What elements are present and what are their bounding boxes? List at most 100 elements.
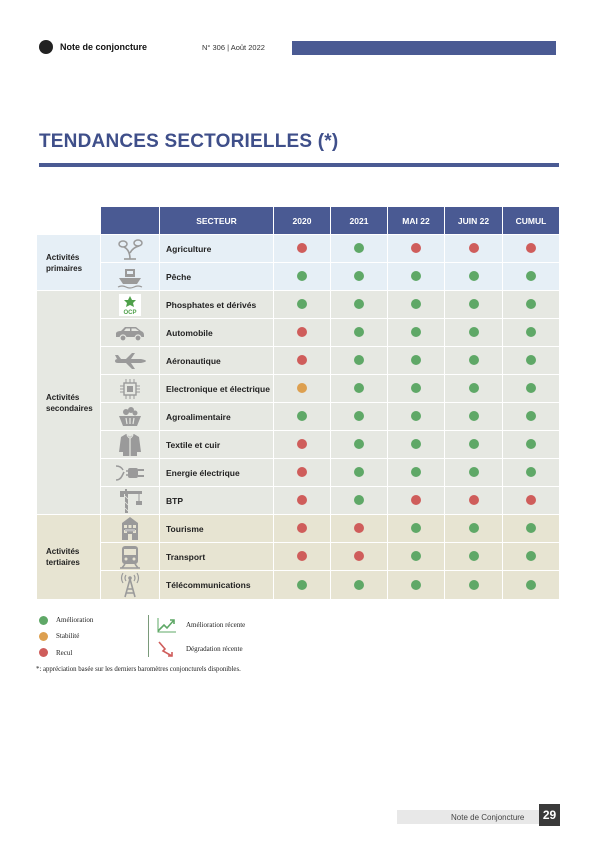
- status-dot-amelioration: [468, 355, 479, 366]
- sector-name: Télécommunications: [159, 570, 274, 600]
- footer-bar: [397, 810, 539, 824]
- status-dot-amelioration: [411, 579, 421, 590]
- status-dot-amelioration: [526, 467, 536, 478]
- cell-2020: [273, 290, 331, 319]
- hotel-icon: [100, 514, 160, 543]
- status-dot-recul: [354, 523, 364, 534]
- cell-cumul: [502, 290, 560, 319]
- cell-juin22: [444, 346, 503, 375]
- status-dot-recul: [297, 355, 307, 366]
- status-dot-amelioration: [526, 299, 536, 310]
- column-header-juin22: JUIN 22: [444, 206, 503, 235]
- cell-2020: [273, 402, 331, 431]
- status-dot-amelioration: [526, 411, 536, 422]
- status-dot-amelioration: [354, 495, 364, 506]
- header-bar: [292, 41, 556, 55]
- status-dot-amelioration: [297, 299, 307, 310]
- status-dot-amelioration: [468, 411, 479, 422]
- header-bullet-icon: [39, 40, 53, 54]
- status-dot-recul: [297, 523, 307, 534]
- table-row: Transport: [37, 542, 560, 571]
- status-dot-amelioration: [468, 271, 479, 282]
- cell-cumul: [502, 262, 560, 291]
- cell-2020: [273, 234, 331, 263]
- cell-juin22: [444, 290, 503, 319]
- cell-cumul: [502, 402, 560, 431]
- cell-2020: [273, 570, 331, 600]
- status-dot-amelioration: [354, 411, 364, 422]
- page-number: 29: [539, 804, 560, 826]
- cell-cumul: [502, 542, 560, 571]
- cell-2021: [330, 570, 388, 600]
- cell-cumul: [502, 234, 560, 263]
- cell-juin22: [444, 458, 503, 487]
- cell-cumul: [502, 458, 560, 487]
- cell-2021: [330, 430, 388, 459]
- cell-mai22: [387, 346, 445, 375]
- status-dot-amelioration: [411, 271, 421, 282]
- cell-cumul: [502, 318, 560, 347]
- cell-juin22: [444, 542, 503, 571]
- column-header-cumul: CUMUL: [502, 206, 560, 235]
- table-row: Automobile: [37, 318, 560, 347]
- cell-juin22: [444, 234, 503, 263]
- cell-2021: [330, 346, 388, 375]
- status-dot-amelioration: [468, 523, 479, 534]
- cell-juin22: [444, 514, 503, 543]
- cell-mai22: [387, 430, 445, 459]
- status-dot-amelioration: [411, 299, 421, 310]
- status-dot-recul: [297, 495, 307, 506]
- status-dot-amelioration: [526, 327, 536, 338]
- status-dot-recul: [297, 243, 307, 254]
- cell-juin22: [444, 262, 503, 291]
- status-dot-amelioration: [354, 355, 364, 366]
- table-row: Energie électrique: [37, 458, 560, 487]
- status-dot-amelioration: [468, 327, 479, 338]
- car-icon: [100, 318, 160, 347]
- sector-name: Agroalimentaire: [159, 402, 274, 431]
- trend-up-icon: [157, 618, 176, 633]
- cell-2020: [273, 262, 331, 291]
- sector-name: Energie électrique: [159, 458, 274, 487]
- publication-title: Note de conjoncture: [60, 42, 148, 52]
- cell-2021: [330, 262, 388, 291]
- table-row: Aéronautique: [37, 346, 560, 375]
- crane-icon: [100, 486, 160, 515]
- cell-mai22: [387, 570, 445, 600]
- status-dot-amelioration: [354, 299, 364, 310]
- sector-trends-table: SECTEUR 2020 2021 MAI 22 JUIN 22 CUMUL A…: [36, 206, 560, 600]
- status-dot-amelioration: [468, 439, 479, 450]
- sector-name: BTP: [159, 486, 274, 515]
- sector-name: Textile et cuir: [159, 430, 274, 459]
- status-dot-amelioration: [468, 551, 479, 562]
- cell-2021: [330, 374, 388, 403]
- cell-mai22: [387, 542, 445, 571]
- status-dot-amelioration: [411, 523, 421, 534]
- status-dot-amelioration: [526, 579, 536, 590]
- sector-name: Phosphates et dérivés: [159, 290, 274, 319]
- status-dot-amelioration: [354, 467, 364, 478]
- group-label: Activités tertiaires: [36, 514, 101, 600]
- legend-separator: [148, 615, 149, 657]
- cell-mai22: [387, 458, 445, 487]
- basket-icon: [100, 402, 160, 431]
- table-row: Activités tertiaires Tourisme: [36, 514, 560, 600]
- table-row: Agroalimentaire: [37, 402, 560, 431]
- jacket-icon: [100, 430, 160, 459]
- status-dot-amelioration: [297, 411, 307, 422]
- sector-name: Aéronautique: [159, 346, 274, 375]
- table-row: Activités secondaires OCP Phosphates et dé…: [36, 290, 560, 515]
- svg-text:OCP: OCP: [123, 310, 136, 316]
- antenna-icon: [100, 570, 160, 600]
- status-dot-amelioration: [526, 523, 536, 534]
- status-dot-recul: [526, 243, 536, 254]
- cell-2021: [330, 514, 388, 543]
- plug-icon: [100, 458, 160, 487]
- cell-2020: [273, 514, 331, 543]
- sector-name: Transport: [159, 542, 274, 571]
- cell-juin22: [444, 570, 503, 600]
- status-dot-amelioration: [354, 327, 364, 338]
- status-dot-amelioration: [354, 439, 364, 450]
- footer-label: Note de Conjoncture: [451, 813, 525, 822]
- cell-juin22: [444, 402, 503, 431]
